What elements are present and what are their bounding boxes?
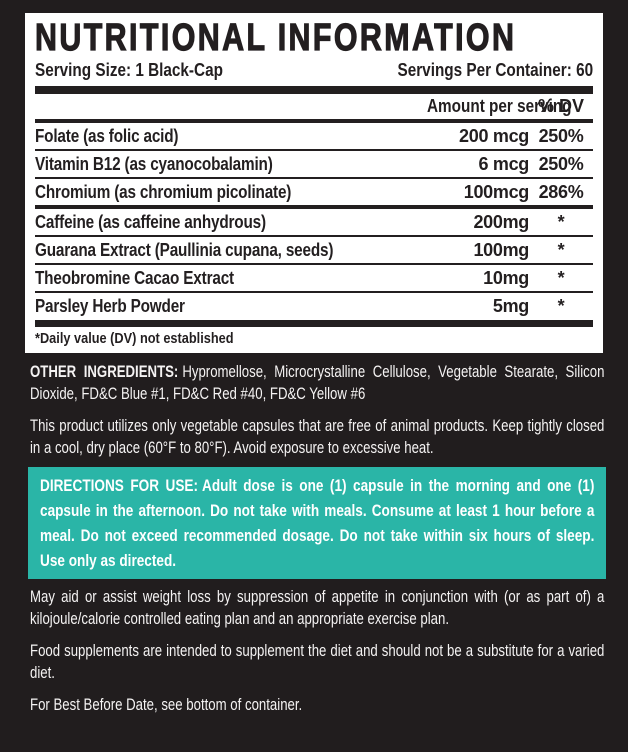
table-header-row: Amount per serving % DV [35, 94, 593, 119]
best-before-note: For Best Before Date, see bottom of cont… [30, 696, 303, 714]
nutrient-name: Caffeine (as caffeine anhydrous) [35, 211, 266, 232]
divider-bar-thick [35, 86, 593, 94]
table-row: Parsley Herb Powder 5mg * [35, 291, 593, 319]
serving-size: Serving Size: 1 Black-Cap [35, 60, 223, 80]
amount-per-serving-header: Amount per serving [427, 96, 572, 116]
nutrition-title: NUTRITIONAL INFORMATION [35, 17, 517, 59]
nutrient-name: Theobromine Cacao Extract [35, 267, 234, 288]
divider-bar-medium [35, 119, 593, 123]
nutrient-amount: 200mg [473, 211, 529, 232]
dv-footnote: *Daily value (DV) not established [35, 331, 234, 347]
directions-box: DIRECTIONS FOR USE: Adult dose is one (1)… [28, 467, 606, 579]
directions-text: Adult dose is one (1) capsule in the mor… [40, 476, 595, 570]
nutrient-name: Folate (as folic acid) [35, 125, 179, 146]
claims-paragraph: May aid or assist weight loss by suppres… [30, 588, 605, 628]
servings-per-container: Servings Per Container: 60 [397, 60, 593, 80]
serving-row: Serving Size: 1 Black-Cap Servings Per C… [35, 60, 593, 81]
nutrient-dv: 250% [538, 153, 584, 174]
table-row: Theobromine Cacao Extract 10mg * [35, 263, 593, 291]
divider-bar-bottom [35, 320, 593, 327]
percent-dv-header: % DV [537, 96, 584, 116]
nutrient-dv: 250% [538, 125, 584, 146]
divider-bar-section [35, 205, 593, 209]
nutrient-amount: 200 mcg [459, 125, 529, 146]
other-nutrient-rows: Caffeine (as caffeine anhydrous) 200mg *… [35, 209, 593, 319]
other-ingredients-paragraph: OTHER INGREDIENTS: Hypromellose, Microcry… [30, 361, 604, 405]
table-row: Vitamin B12 (as cyanocobalamin) 6 mcg 25… [35, 149, 593, 177]
directions-paragraph: DIRECTIONS FOR USE: Adult dose is one (1)… [40, 473, 594, 573]
vitamin-rows: Folate (as folic acid) 200 mcg 250% Vita… [35, 123, 593, 205]
label-lower-section: OTHER INGREDIENTS: Hypromellose, Microcry… [28, 361, 606, 716]
table-row: Caffeine (as caffeine anhydrous) 200mg * [35, 209, 593, 235]
nutrient-amount: 100mg [473, 239, 529, 260]
nutrition-facts-panel: NUTRITIONAL INFORMATION Serving Size: 1 … [25, 13, 603, 353]
supplement-note-paragraph: Food supplements are intended to supplem… [30, 642, 605, 682]
nutrient-dv: * [557, 211, 565, 232]
nutrient-dv: 286% [538, 181, 584, 202]
nutrient-amount: 5mg [492, 295, 529, 316]
nutrient-name: Guarana Extract (Paullinia cupana, seeds… [35, 239, 334, 260]
nutrient-dv: * [557, 295, 565, 316]
table-row: Guarana Extract (Paullinia cupana, seeds… [35, 235, 593, 263]
directions-label: DIRECTIONS FOR USE: [40, 476, 199, 495]
nutrient-name: Chromium (as chromium picolinate) [35, 181, 292, 202]
nutrient-dv: * [557, 239, 565, 260]
nutrient-name: Parsley Herb Powder [35, 295, 185, 316]
nutrient-amount: 10mg [483, 267, 529, 288]
nutrient-amount: 100mcg [463, 181, 530, 202]
other-ingredients-text: Hypromellose, Microcrystalline Cellulose… [30, 363, 605, 403]
storage-paragraph: This product utilizes only vegetable cap… [30, 417, 605, 457]
nutrient-name: Vitamin B12 (as cyanocobalamin) [35, 153, 273, 174]
table-row: Folate (as folic acid) 200 mcg 250% [35, 123, 593, 149]
nutrient-dv: * [557, 267, 565, 288]
other-ingredients-label: OTHER INGREDIENTS: [30, 363, 179, 381]
nutrient-amount: 6 mcg [478, 153, 529, 174]
table-row: Chromium (as chromium picolinate) 100mcg… [35, 177, 593, 205]
